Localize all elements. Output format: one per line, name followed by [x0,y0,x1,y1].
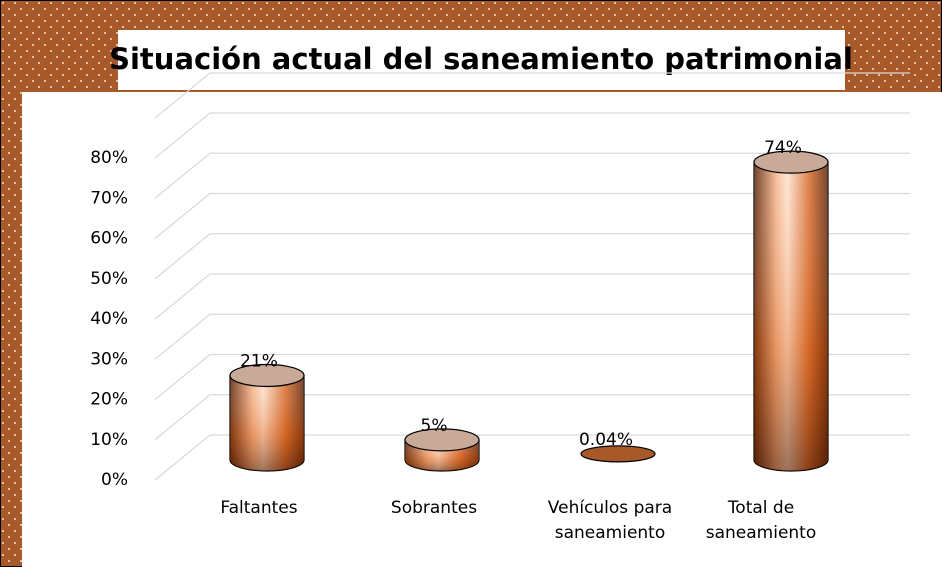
grid-line [154,394,910,441]
x-tick-label: Total de saneamiento [705,498,817,543]
bar-shade [754,162,828,471]
bar-top [753,150,829,174]
y-tick-label: 30% [90,349,128,369]
grid-line [154,313,910,360]
data-label: 74% [764,138,802,158]
title-box [118,30,845,90]
y-tick-label: 80% [90,148,128,168]
y-tick-label: 50% [90,269,128,289]
grid-line [154,233,910,280]
x-tick-label: Sobrantes [390,498,478,518]
bar [580,445,656,463]
chart-title: Situación actual del saneamiento patrimo… [109,42,853,76]
y-tick-label: 10% [90,430,128,450]
grid-line-top [154,72,910,119]
y-tick-label: 40% [90,309,128,329]
data-label: 0.04% [579,430,633,450]
y-tick-label: 20% [90,390,128,410]
grid-line [154,192,910,239]
bar-top [404,428,480,452]
grid-line [154,152,910,199]
y-tick-label: 0% [101,470,128,490]
data-label: 21% [240,351,278,371]
x-tick-label: Vehículos para saneamiento [547,498,673,543]
grid-line [154,112,910,159]
data-label: 5% [421,416,448,436]
grid-line [154,353,910,400]
bar-shade [230,375,304,471]
grid-line [154,273,910,320]
grid-line [154,434,910,481]
y-tick-label: 70% [90,188,128,208]
bar-top [229,363,305,388]
y-tick-label: 60% [90,229,128,249]
x-tick-label: Faltantes [220,498,298,518]
